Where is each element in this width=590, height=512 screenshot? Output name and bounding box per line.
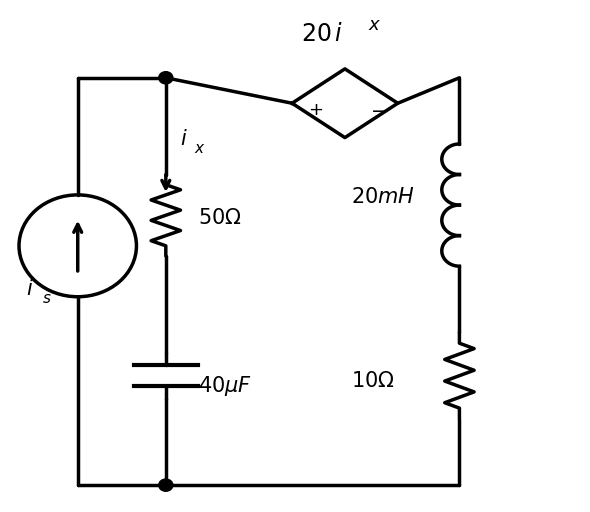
Circle shape (159, 72, 173, 84)
Text: $50\Omega$: $50\Omega$ (198, 208, 242, 228)
Text: $s$: $s$ (42, 292, 51, 306)
Text: $-$: $-$ (370, 100, 386, 119)
Text: $i$: $i$ (26, 279, 34, 299)
Text: $x$: $x$ (194, 142, 205, 156)
Text: $+$: $+$ (308, 101, 323, 119)
Text: $20mH$: $20mH$ (351, 187, 415, 207)
Text: $x$: $x$ (368, 16, 382, 34)
Text: $10\Omega$: $10\Omega$ (351, 371, 395, 391)
Circle shape (159, 479, 173, 491)
Text: $40\mu F$: $40\mu F$ (198, 374, 252, 398)
Text: $i$: $i$ (181, 129, 188, 149)
Text: $20\,i$: $20\,i$ (301, 23, 343, 47)
